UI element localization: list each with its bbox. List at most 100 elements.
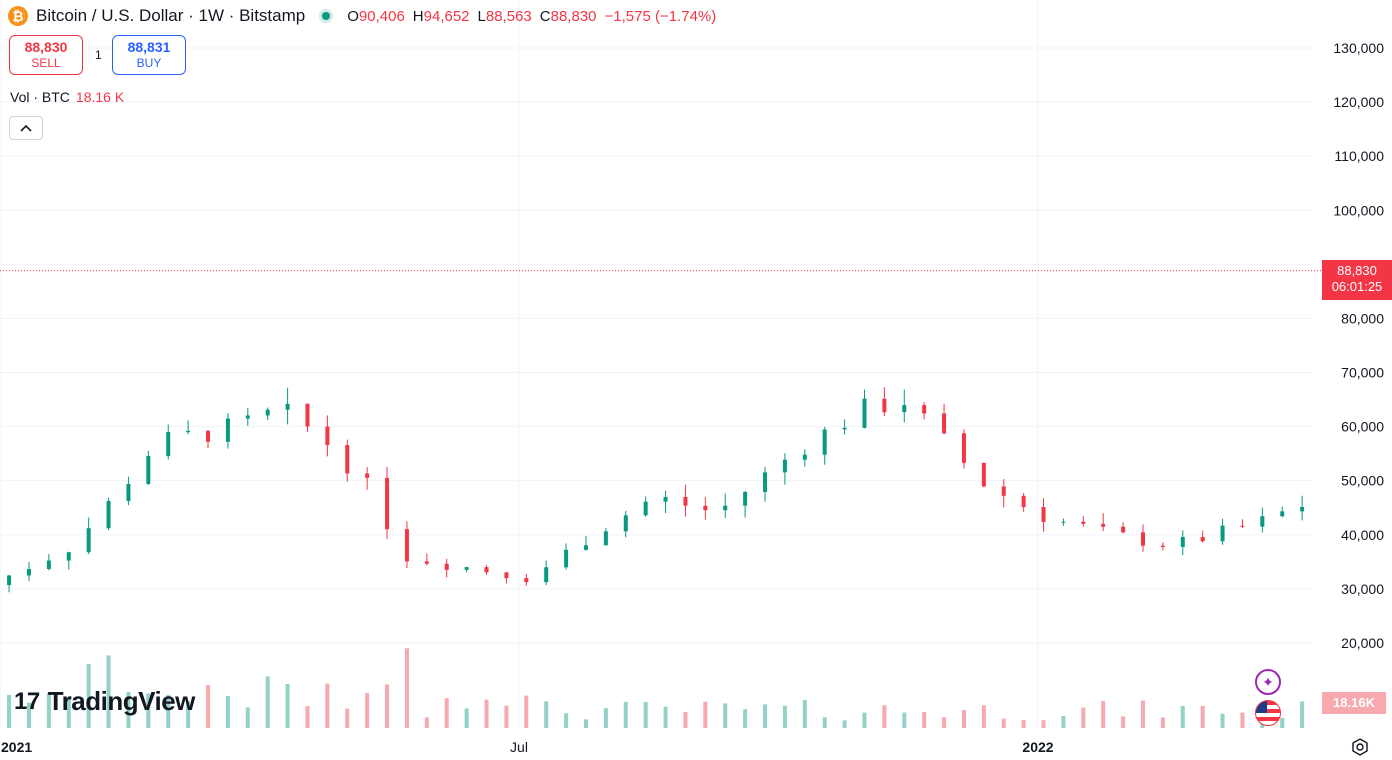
volume-bar (1140, 700, 1145, 728)
volume-bar (822, 717, 827, 728)
sell-button[interactable]: 88,830 SELL (9, 35, 83, 75)
volume-bar (782, 705, 787, 728)
volume-bar (763, 704, 768, 728)
volume-bar (1001, 718, 1006, 728)
candle-body (922, 405, 927, 414)
price-axis-label: 40,000 (1341, 527, 1384, 543)
buy-button[interactable]: 88,831 BUY (112, 35, 186, 75)
candle-body (782, 459, 787, 473)
collapse-legend-button[interactable] (9, 116, 43, 140)
volume-bar (385, 684, 390, 728)
candle-body (583, 545, 588, 550)
candle-body (126, 483, 131, 502)
volume-bar (325, 683, 330, 728)
price-axis-label: 100,000 (1333, 202, 1384, 218)
price-axis-label: 80,000 (1341, 310, 1384, 326)
volume-bar (504, 705, 509, 728)
volume-bar (942, 717, 947, 728)
candle-body (743, 491, 748, 506)
candle-body (385, 477, 390, 530)
buy-label: BUY (136, 56, 162, 70)
candle-body (245, 415, 250, 419)
volume-bar (922, 712, 927, 728)
tradingview-logo[interactable]: 17 TradingView (14, 686, 195, 717)
last-price-value: 88,830 (1337, 263, 1377, 278)
price-axis[interactable]: 20,000 30,000 40,000 50,000 60,000 70,000 80,0… (1333, 40, 1384, 651)
candle-body (345, 445, 350, 474)
volume-legend[interactable]: Vol · BTC 18.16 K (10, 89, 124, 105)
volume-bar (146, 693, 151, 728)
ohlc-high-label: H (412, 7, 424, 25)
symbol-title[interactable]: Bitcoin / U.S. Dollar · 1W · Bitstamp (36, 6, 306, 25)
volume-bar (365, 692, 370, 728)
time-axis-label: 2021 (1, 739, 32, 755)
us-flag-icon[interactable] (1255, 700, 1281, 726)
volume-bar (444, 698, 449, 728)
volume-label: Vol · BTC (10, 89, 70, 105)
volume-bar (544, 701, 549, 728)
volume-bar (404, 648, 409, 728)
volume-bar (126, 692, 131, 728)
settings-gear-icon[interactable] (1350, 737, 1370, 757)
volume-bar (265, 676, 270, 728)
volume-bar (842, 720, 847, 728)
tradingview-wordmark: TradingView (47, 686, 196, 716)
candle-body (723, 505, 728, 511)
candle-body (46, 560, 51, 570)
volume-bar (245, 707, 250, 728)
last-volume-tag: 18.16K (1322, 692, 1386, 714)
ohlc-high: 94,652 (423, 7, 470, 25)
candle-body (404, 529, 409, 562)
chevron-up-icon (20, 124, 32, 132)
candle-body (1121, 526, 1126, 533)
spread-value: 1 (95, 48, 102, 62)
candle-body (504, 572, 509, 579)
volume-bar (623, 701, 628, 728)
volume-bar (1021, 720, 1026, 728)
chart-grid (0, 0, 1312, 730)
candle-body (1280, 511, 1285, 517)
volume-bar (802, 699, 807, 728)
volume-bar (882, 705, 887, 728)
volume-bar (484, 699, 489, 728)
candle-body (305, 403, 310, 427)
time-axis-label: Jul (510, 739, 528, 755)
bitcoin-icon: ₿ (8, 6, 28, 26)
volume-bar (1101, 700, 1106, 728)
candle-body (285, 403, 290, 410)
volume-bar (206, 685, 211, 728)
volume-bar (902, 712, 907, 728)
volume-bar (86, 663, 91, 728)
candle-body (981, 462, 986, 487)
candle-body (623, 515, 628, 532)
candle-body (802, 454, 807, 460)
time-axis[interactable]: 2021Jul2022Jul2023Jul2024Jul2025Jul2026 (1, 739, 1392, 755)
ohlc-values: O90,406 H94,652 L88,563 C88,830 −1,575 (… (347, 8, 716, 25)
candle-body (1260, 516, 1265, 527)
ohlc-low-label: L (477, 7, 486, 25)
candle-body (564, 549, 569, 568)
market-status-icon[interactable] (319, 9, 334, 23)
candle-body (1061, 521, 1066, 523)
candle-body (961, 433, 966, 463)
candle-body (424, 561, 429, 564)
sparkle-icon[interactable]: ✦ (1255, 669, 1281, 695)
volume-bar (1280, 717, 1285, 728)
volume-bar (7, 694, 12, 728)
price-axis-label: 50,000 (1341, 473, 1384, 489)
sell-price: 88,830 (24, 39, 68, 55)
candle-body (1001, 486, 1006, 496)
price-axis-label: 60,000 (1341, 419, 1384, 435)
candle-body (26, 569, 31, 576)
ohlc-low: 88,563 (485, 7, 532, 25)
candlesticks (7, 387, 1305, 593)
candle-body (862, 398, 867, 428)
candle-body (66, 552, 71, 561)
candle-body (365, 473, 370, 478)
volume-bar (603, 708, 608, 728)
volume-bar (703, 701, 708, 728)
candle-body (1180, 536, 1185, 547)
candle-body (206, 430, 211, 442)
candle-body (603, 531, 608, 546)
